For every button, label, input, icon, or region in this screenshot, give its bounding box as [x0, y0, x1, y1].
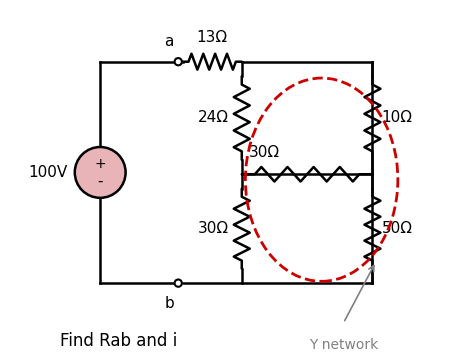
Text: 13Ω: 13Ω [197, 30, 228, 45]
Text: 10Ω: 10Ω [381, 110, 413, 126]
Text: Y network: Y network [309, 338, 378, 352]
Text: 30Ω: 30Ω [249, 145, 280, 160]
Circle shape [75, 147, 126, 198]
Text: 100V: 100V [28, 165, 68, 180]
Circle shape [174, 280, 182, 287]
Text: 24Ω: 24Ω [198, 110, 229, 126]
Text: -: - [98, 174, 103, 189]
Text: b: b [164, 296, 174, 311]
Text: 30Ω: 30Ω [198, 221, 229, 236]
Text: 50Ω: 50Ω [381, 221, 413, 236]
Text: Find Rab and i: Find Rab and i [60, 332, 177, 350]
Text: +: + [94, 156, 106, 171]
Circle shape [174, 58, 182, 65]
Text: a: a [165, 34, 174, 49]
